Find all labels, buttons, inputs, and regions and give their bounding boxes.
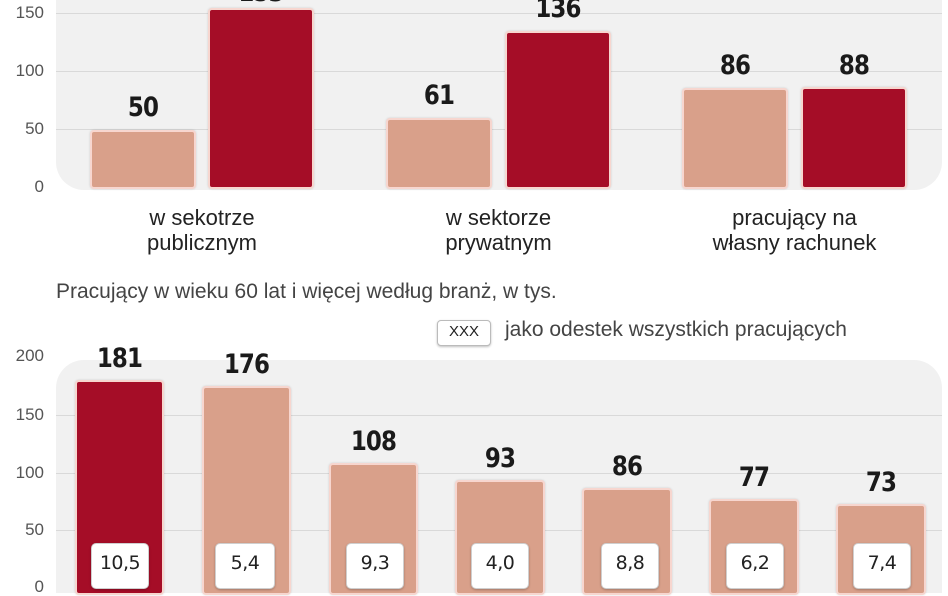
share-label: 6,2 bbox=[726, 543, 784, 589]
value-label: 93 bbox=[484, 443, 516, 474]
category-label: pracujący na własny rachunek bbox=[712, 205, 877, 255]
bar-private-light bbox=[386, 118, 492, 189]
value-label-clipped: 153 bbox=[216, 0, 306, 8]
share-label: 5,4 bbox=[215, 543, 275, 589]
y-tick: 100 bbox=[15, 463, 44, 482]
y-tick: 100 bbox=[15, 61, 44, 80]
share-label: 9,3 bbox=[346, 543, 404, 589]
y-tick: 0 bbox=[34, 177, 44, 196]
legend-swatch: XXX bbox=[437, 320, 491, 346]
bar-private-dark bbox=[505, 31, 611, 189]
share-label: 7,4 bbox=[853, 543, 911, 589]
y-tick: 150 bbox=[15, 405, 44, 424]
y-tick: 0 bbox=[34, 577, 44, 596]
bar-self-employed-dark bbox=[801, 87, 907, 189]
bar-public-dark bbox=[208, 8, 314, 189]
top-chart-panel bbox=[56, 0, 942, 190]
value-label: 181 bbox=[96, 343, 143, 374]
category-label: w sektorze prywatnym bbox=[445, 205, 552, 255]
share-label: 10,5 bbox=[91, 543, 149, 589]
bar-self-employed-light bbox=[682, 88, 788, 189]
value-label: 136 bbox=[535, 0, 581, 24]
share-label: 4,0 bbox=[471, 543, 529, 589]
gridline bbox=[56, 13, 942, 14]
y-tick: 150 bbox=[15, 3, 44, 22]
value-label: 50 bbox=[127, 92, 159, 123]
y-tick: 50 bbox=[25, 520, 44, 539]
share-label: 8,8 bbox=[601, 543, 659, 589]
value-label: 61 bbox=[423, 80, 455, 111]
value-label: 86 bbox=[611, 451, 643, 482]
gridline bbox=[56, 473, 942, 474]
value-label: 176 bbox=[223, 349, 270, 380]
value-label: 88 bbox=[838, 50, 870, 81]
bar-public-light bbox=[90, 130, 196, 189]
y-tick: 200 bbox=[15, 346, 44, 365]
y-tick: 50 bbox=[25, 119, 44, 138]
gridline bbox=[56, 129, 942, 130]
value-label: 73 bbox=[865, 467, 897, 498]
legend-text: jako odestek wszystkich pracujących bbox=[505, 318, 847, 341]
chart-subtitle: Pracujący w wieku 60 lat i więcej według… bbox=[56, 280, 557, 303]
value-label: 77 bbox=[738, 462, 770, 493]
category-label: w sekotrze publicznym bbox=[146, 205, 258, 255]
gridline bbox=[56, 71, 942, 72]
value-label: 108 bbox=[350, 426, 397, 457]
gridline bbox=[56, 415, 942, 416]
value-label: 86 bbox=[719, 50, 751, 81]
